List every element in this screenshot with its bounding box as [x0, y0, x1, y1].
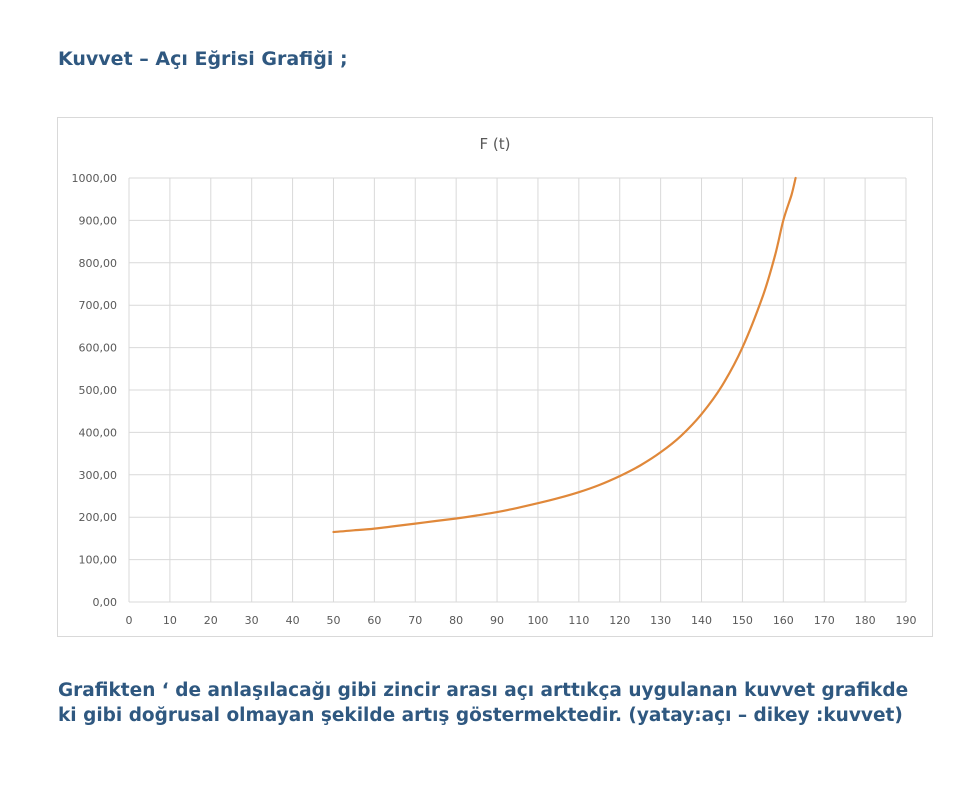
- x-tick-label: 140: [691, 614, 712, 627]
- y-tick-label: 100,00: [79, 554, 118, 567]
- y-tick-label: 1000,00: [72, 172, 118, 185]
- x-tick-label: 80: [449, 614, 463, 627]
- x-tick-label: 160: [773, 614, 794, 627]
- series-line: [332, 176, 797, 534]
- x-tick-label: 190: [896, 614, 917, 627]
- force-angle-chart: F (t) 0,00100,00200,00300,00400,00500,00…: [72, 135, 917, 627]
- x-tick-label: 0: [126, 614, 133, 627]
- x-tick-label: 60: [367, 614, 381, 627]
- chart-series: [332, 176, 797, 534]
- y-tick-label: 800,00: [79, 257, 118, 270]
- x-tick-label: 90: [490, 614, 504, 627]
- x-tick-label: 40: [286, 614, 300, 627]
- x-tick-label: 180: [855, 614, 876, 627]
- caption-line-2: ki gibi doğrusal olmayan şekilde artış g…: [58, 705, 903, 726]
- x-tick-label: 130: [650, 614, 671, 627]
- x-tick-label: 110: [568, 614, 589, 627]
- y-tick-label: 600,00: [79, 342, 118, 355]
- y-tick-label: 400,00: [79, 426, 118, 439]
- y-tick-label: 700,00: [79, 299, 118, 312]
- x-tick-label: 50: [326, 614, 340, 627]
- x-axis-ticks: 0 10 20 30 40 50 60 70 80 90 100 110 120 130 140 150 160…: [126, 614, 917, 627]
- x-tick-label: 30: [245, 614, 259, 627]
- page-heading: Kuvvet – Açı Eğrisi Grafiği ;: [58, 48, 348, 70]
- y-axis-ticks: 0,00 100,00 200,00 300,00 400,00 500,00 600,00…: [72, 172, 118, 609]
- x-tick-label: 120: [609, 614, 630, 627]
- x-tick-label: 170: [814, 614, 835, 627]
- y-tick-label: 300,00: [79, 469, 118, 482]
- caption-line-1: Grafikten ‘ de anlaşılacağı gibi zincir …: [58, 680, 909, 701]
- chart-frame: F (t) 0,00 100,00 200,00 300,00 400,00 500,00…: [57, 117, 933, 637]
- caption: Grafikten ‘ de anlaşılacağı gibi zincir …: [58, 678, 938, 728]
- x-tick-label: 20: [204, 614, 218, 627]
- chart-title: F (t): [480, 135, 511, 153]
- x-tick-label: 70: [408, 614, 422, 627]
- y-tick-label: 900,00: [79, 214, 118, 227]
- x-tick-label: 150: [732, 614, 753, 627]
- y-tick-label: 0,00: [93, 596, 118, 609]
- x-tick-label: 10: [163, 614, 177, 627]
- y-tick-label: 200,00: [79, 511, 118, 524]
- chart-grid: [128, 177, 907, 603]
- x-tick-label: 100: [527, 614, 548, 627]
- y-tick-label: 500,00: [79, 384, 118, 397]
